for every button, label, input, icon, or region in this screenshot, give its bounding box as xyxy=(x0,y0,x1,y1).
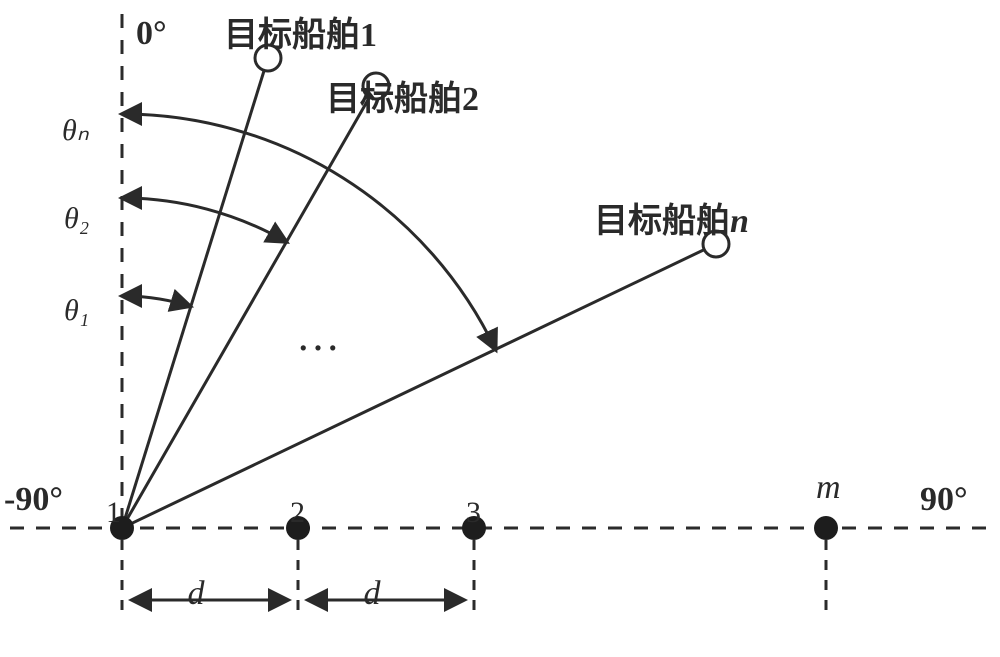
neg90-label: -90° xyxy=(4,481,63,518)
zero-deg-label: 0° xyxy=(136,15,167,52)
ellipsis-label: … xyxy=(296,311,340,360)
angle-label-3: θₙ xyxy=(62,114,90,147)
sensor-label-2: 2 xyxy=(290,496,305,529)
target-label-2: 目标船舶2 xyxy=(326,80,479,118)
sensor-label-3: 3 xyxy=(466,496,481,529)
angle-label-2: θ₂ xyxy=(64,202,89,235)
target-line-3 xyxy=(122,244,716,528)
angle-arc-2 xyxy=(122,198,287,242)
sensor-label-4: m xyxy=(816,469,841,506)
sensor-dot-4 xyxy=(814,516,838,540)
target-line-2 xyxy=(122,86,376,528)
pos90-label: 90° xyxy=(920,481,968,518)
spacing-label-1: d xyxy=(188,575,206,612)
angle-label-1: θ₁ xyxy=(64,294,89,327)
angle-arc-1 xyxy=(122,296,190,306)
target-label-1: 目标船舶1 xyxy=(224,16,377,54)
sensor-label-1: 1 xyxy=(106,496,121,529)
spacing-label-2: d xyxy=(364,575,382,612)
target-label-3: 目标船舶n xyxy=(594,202,749,240)
target-line-1 xyxy=(122,58,268,528)
